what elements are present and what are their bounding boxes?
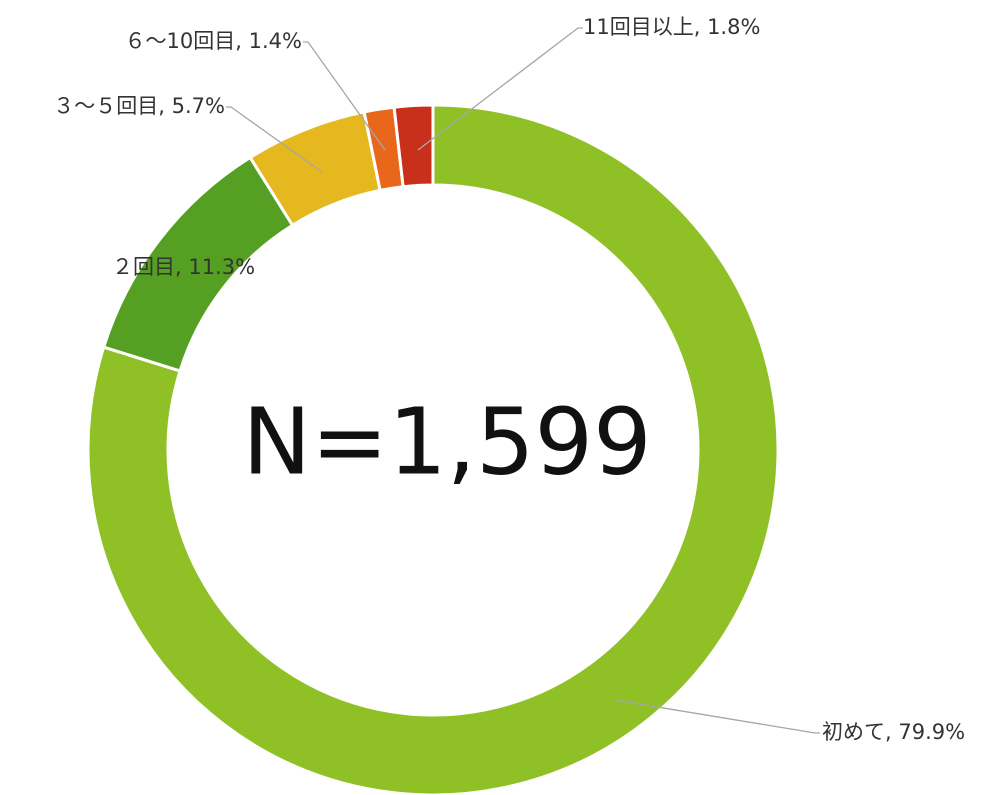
data-label: 初めて, 79.9% — [822, 720, 965, 744]
data-label: ２回目, 11.3% — [112, 255, 255, 279]
data-label: ６～10回目, 1.4% — [125, 29, 302, 53]
slice — [86, 103, 780, 795]
data-label: ３～５回目, 5.7% — [53, 94, 225, 118]
center-label: N=1,599 — [242, 388, 651, 495]
leader-line — [417, 27, 583, 151]
slice — [392, 103, 435, 189]
leader-line — [303, 41, 386, 151]
data-label: 11回目以上, 1.8% — [583, 15, 760, 39]
leader-line — [614, 699, 820, 734]
leader-line — [226, 106, 323, 173]
